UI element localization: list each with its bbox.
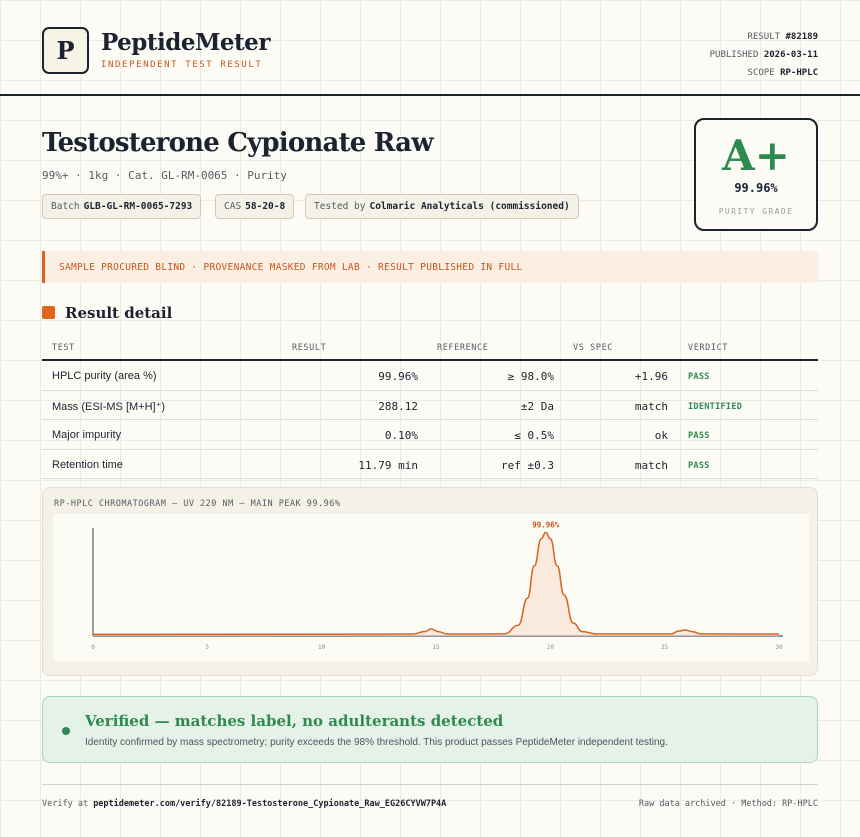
cell-reference: ref ±0.3 xyxy=(501,458,554,472)
cell-test: Mass (ESI-MS [M+H]⁺) xyxy=(52,400,166,413)
batch-chip: Batch GLB-GL-RM-0065-7293 xyxy=(42,194,202,219)
grade-letter: A+ xyxy=(722,131,790,180)
cell-verdict: IDENTIFIED xyxy=(688,401,743,412)
chart-area: 0 5 10 15 20 25 30 99.96% xyxy=(53,514,809,661)
table-row: HPLC purity (area %) 99.96% ≥ 98.0% +1.9… xyxy=(42,361,818,391)
result-meta: RESULT #82189 PUBLISHED 2026-03-11 SCOPE… xyxy=(710,28,818,82)
cell-vs-spec: ok xyxy=(654,429,668,442)
cell-vs-spec: match xyxy=(634,399,668,413)
cell-result: 11.79 min xyxy=(358,458,418,472)
cell-test: Major impurity xyxy=(52,429,122,441)
cell-vs-spec: match xyxy=(634,458,668,472)
cas-chip: CAS 58-20-8 xyxy=(215,194,295,219)
grade-label: PURITY GRADE xyxy=(718,207,794,216)
meta-result: RESULT #82189 xyxy=(747,32,818,42)
cell-reference: ≥ 98.0% xyxy=(507,370,554,383)
x-tick-label: 25 xyxy=(661,644,669,651)
footer-divider xyxy=(42,784,818,785)
x-tick-label: 10 xyxy=(318,644,326,651)
table-row: Retention time 11.79 min ref ±0.3 match … xyxy=(42,450,818,479)
cell-test: HPLC purity (area %) xyxy=(52,370,157,382)
verified-title: Verified — matches label, no adulterants… xyxy=(85,712,504,730)
header-verdict: VERDICT xyxy=(688,343,729,353)
section-title: Result detail xyxy=(65,304,173,322)
table-row: Major impurity 0.10% ≤ 0.5% ok PASS xyxy=(42,420,818,450)
header-reference: REFERENCE xyxy=(437,343,489,353)
series-line xyxy=(92,531,780,636)
meta-scope: SCOPE RP-HPLC xyxy=(747,68,818,78)
x-tick-label: 20 xyxy=(547,644,555,651)
table-row: Mass (ESI-MS [M+H]⁺) 288.12 ±2 Da match … xyxy=(42,391,818,420)
section-marker xyxy=(42,306,55,319)
cell-test: Retention time xyxy=(52,458,123,471)
header-vs-spec: VS SPEC xyxy=(573,343,614,353)
purity-grade-card: A+ 99.96% PURITY GRADE xyxy=(694,118,818,231)
verify-link[interactable]: Verify at peptidemeter.com/verify/82189-… xyxy=(42,799,447,809)
header-test: TEST xyxy=(52,343,75,353)
logo: P xyxy=(42,27,89,74)
cell-result: 0.10% xyxy=(384,429,418,442)
verified-banner: Verified — matches label, no adulterants… xyxy=(42,696,818,763)
peak-label: 99.96% xyxy=(532,520,560,529)
brand-subtitle: INDEPENDENT TEST RESULT xyxy=(101,60,263,70)
series-area xyxy=(93,532,779,636)
tested-by-chip: Tested by Colmaric Analyticals (commissio… xyxy=(305,194,579,219)
header-result: RESULT xyxy=(292,343,327,353)
footer-method: Raw data archived · Method: RP-HPLC xyxy=(638,799,818,809)
product-subtitle: 99%+ · 1kg · Cat. GL-RM-0065 · Purity xyxy=(42,169,288,182)
cell-reference: ±2 Da xyxy=(520,399,554,413)
chromatogram-card: RP-HPLC CHROMATOGRAM — UV 220 NM — MAIN … xyxy=(42,487,818,676)
cell-vs-spec: +1.96 xyxy=(634,370,668,383)
procurement-notice: SAMPLE PROCURED BLIND · PROVENANCE MASKE… xyxy=(42,251,818,283)
brand-name: PeptideMeter xyxy=(101,29,270,56)
grade-value: 99.96% xyxy=(734,181,778,195)
chart-title: RP-HPLC CHROMATOGRAM — UV 220 NM — MAIN … xyxy=(54,499,341,509)
cell-result: 99.96% xyxy=(378,370,418,383)
x-tick-label: 5 xyxy=(206,644,210,651)
cell-result: 288.12 xyxy=(378,399,418,413)
cell-verdict: PASS xyxy=(688,431,710,441)
chromatogram-chart: 0 5 10 15 20 25 30 99.96% xyxy=(91,520,783,651)
x-tick-label: 0 xyxy=(91,644,95,651)
x-tick-label: 15 xyxy=(432,644,440,651)
cell-verdict: PASS xyxy=(688,372,710,382)
x-tick-label: 30 xyxy=(775,644,783,651)
meta-published: PUBLISHED 2026-03-11 xyxy=(709,50,818,60)
verified-dot-icon xyxy=(62,727,70,735)
header: P PeptideMeter INDEPENDENT TEST RESULT R… xyxy=(0,0,860,96)
result-table: TEST RESULT REFERENCE VS SPEC VERDICT HP… xyxy=(42,339,818,479)
cell-verdict: PASS xyxy=(688,460,710,471)
verified-description: Identity confirmed by mass spectrometry;… xyxy=(85,737,668,748)
table-header: TEST RESULT REFERENCE VS SPEC VERDICT xyxy=(42,339,818,361)
cell-reference: ≤ 0.5% xyxy=(514,429,554,442)
product-title: Testosterone Cypionate Raw xyxy=(42,128,434,158)
